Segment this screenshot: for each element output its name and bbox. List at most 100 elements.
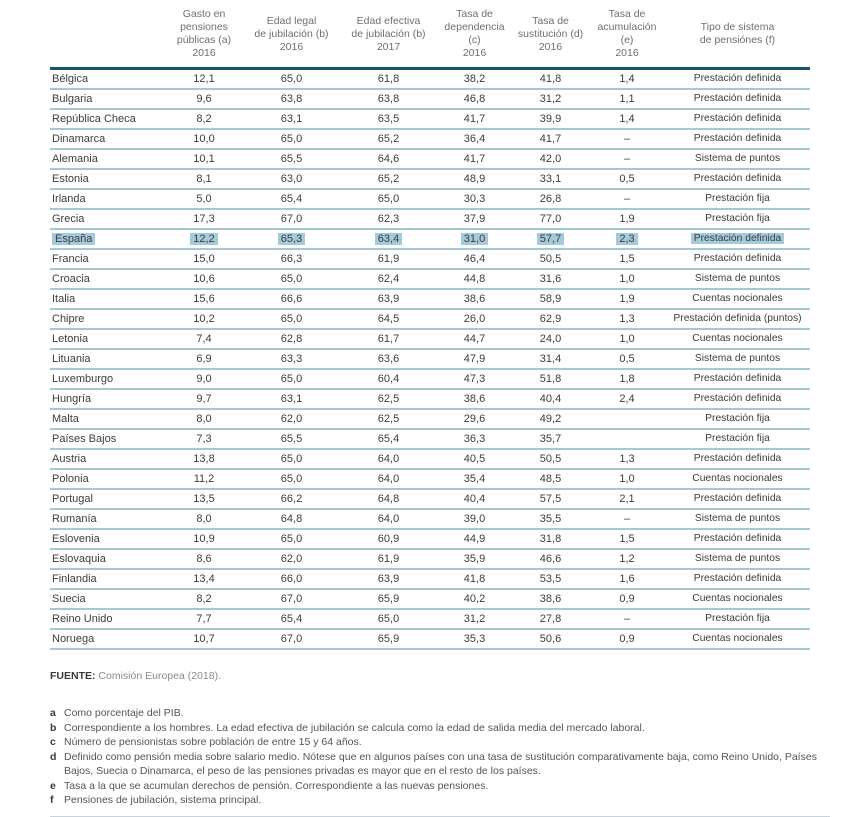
cell-value: 64,6 <box>377 153 400 165</box>
cell-edad-efectiva: 61,8 <box>340 68 437 90</box>
footnote-e: e Tasa a la que se acumulan derechos de p… <box>50 779 830 794</box>
cell-value: Sistema de puntos <box>694 153 781 164</box>
cell-dependencia: 36,4 <box>437 129 512 150</box>
cell-gasto: 8,1 <box>165 169 243 190</box>
footnote-a: a Como porcentaje del PIB. <box>50 706 830 721</box>
cell-edad-legal: 65,0 <box>243 529 340 550</box>
cell-tipo: Prestación definida <box>665 249 810 270</box>
cell-value: 35,5 <box>539 513 562 525</box>
cell-pais: Irlanda <box>50 189 165 210</box>
cell-value: 64,0 <box>377 513 400 525</box>
cell-value: 7,4 <box>196 333 212 345</box>
footnote-marker: a <box>50 707 56 719</box>
cell-value: 35,3 <box>463 633 486 645</box>
footnote-text: Como porcentaje del PIB. <box>64 707 184 719</box>
cell-value: Sistema de puntos <box>694 353 781 364</box>
cell-value: 62,5 <box>377 413 400 425</box>
cell-tipo: Prestación definida <box>665 68 810 90</box>
cell-edad-efectiva: 64,5 <box>340 309 437 330</box>
cell-value: 39,9 <box>539 113 562 125</box>
table-row: Malta 8,0 62,0 62,5 29,6 49,2 Prestación fija <box>50 409 810 430</box>
cell-value: Prestación definida <box>693 453 782 464</box>
cell-gasto: 11,2 <box>165 469 243 490</box>
cell-value: – <box>623 513 631 525</box>
cell-tipo: Prestación fija <box>665 609 810 630</box>
cell-edad-efectiva: 62,5 <box>340 409 437 430</box>
cell-gasto: 8,6 <box>165 549 243 570</box>
cell-value: 65,9 <box>377 593 400 605</box>
table-row: Polonia 11,2 65,0 64,0 35,4 48,5 1,0 Cuentas no… <box>50 469 810 490</box>
cell-sustitucion: 41,7 <box>512 129 589 150</box>
cell-edad-efectiva: 65,9 <box>340 589 437 610</box>
cell-edad-legal: 63,8 <box>243 89 340 110</box>
cell-value: 8,6 <box>196 553 212 565</box>
footnote-text: Correspondiente a los hombres. La edad e… <box>64 721 645 734</box>
cell-dependencia: 26,0 <box>437 309 512 330</box>
cell-value: 65,0 <box>280 373 303 385</box>
cell-value: 1,5 <box>619 253 635 265</box>
cell-value: 40,4 <box>539 393 562 405</box>
cell-value: 64,0 <box>377 453 400 465</box>
cell-value: 65,0 <box>377 193 400 205</box>
cell-value: 31,6 <box>539 273 562 285</box>
cell-value: 63,9 <box>377 573 400 585</box>
cell-value: 61,7 <box>377 333 400 345</box>
cell-acumulacion: 0,5 <box>589 169 665 190</box>
cell-value: Noruega <box>52 633 95 645</box>
footnote-c: c Número de pensionistas sobre población … <box>50 735 830 750</box>
cell-value: Prestación fija <box>705 193 770 204</box>
cell-value: Portugal <box>52 493 93 505</box>
cell-sustitucion: 41,8 <box>512 68 589 90</box>
cell-gasto: 13,4 <box>165 569 243 590</box>
cell-value: 63,0 <box>280 173 303 185</box>
cell-edad-legal: 67,0 <box>243 589 340 610</box>
cell-value: Prestación fija <box>705 213 770 224</box>
cell-value: 63,1 <box>280 113 303 125</box>
cell-value: 62,3 <box>377 213 400 225</box>
cell-tipo: Sistema de puntos <box>665 269 810 290</box>
cell-dependencia: 46,8 <box>437 89 512 110</box>
cell-value: Prestación definida <box>693 173 782 184</box>
column-header-edad-efectiva: Edad efectiva de jubilación (b) 2017 <box>340 6 437 70</box>
cell-gasto: 8,2 <box>165 589 243 610</box>
cell-gasto: 7,4 <box>165 329 243 350</box>
cell-tipo: Prestación definida <box>665 129 810 150</box>
cell-value: 47,9 <box>463 353 486 365</box>
cell-value: 60,4 <box>377 373 400 385</box>
cell-value: 62,0 <box>280 553 303 565</box>
cell-value: 63,8 <box>377 93 400 105</box>
table-row: Noruega 10,7 67,0 65,9 35,3 50,6 0,9 Cuentas no… <box>50 629 810 650</box>
cell-value: Finlandia <box>52 573 97 585</box>
cell-pais: Lituania <box>50 349 165 370</box>
cell-value: Prestación definida <box>693 393 782 404</box>
cell-gasto: 7,3 <box>165 429 243 450</box>
cell-value: República Checa <box>52 113 136 125</box>
cell-gasto: 10,9 <box>165 529 243 550</box>
cell-value: Bulgaria <box>52 93 93 105</box>
table-row: Hungría 9,7 63,1 62,5 38,6 40,4 2,4 Prestación … <box>50 389 810 410</box>
cell-dependencia: 44,8 <box>437 269 512 290</box>
cell-sustitucion: 49,2 <box>512 409 589 430</box>
cell-edad-efectiva: 62,4 <box>340 269 437 290</box>
cell-value: Suecia <box>52 593 86 605</box>
cell-acumulacion: – <box>589 189 665 210</box>
cell-sustitucion: 77,0 <box>512 209 589 230</box>
cell-tipo: Prestación fija <box>665 429 810 450</box>
cell-value: 29,6 <box>463 413 486 425</box>
table-row: República Checa 8,2 63,1 63,5 41,7 39,9 1,4 Pre… <box>50 109 810 130</box>
cell-value: 8,2 <box>196 593 212 605</box>
cell-edad-efectiva: 61,9 <box>340 549 437 570</box>
cell-acumulacion: 1,6 <box>589 569 665 590</box>
cell-sustitucion: 27,8 <box>512 609 589 630</box>
cell-value: 46,8 <box>463 93 486 105</box>
cell-value: Países Bajos <box>52 433 117 445</box>
cell-value: 38,6 <box>463 393 486 405</box>
cell-acumulacion: 1,2 <box>589 549 665 570</box>
column-header-sustitucion: Tasa de sustitución (d) 2016 <box>512 6 589 70</box>
cell-acumulacion: 1,3 <box>589 309 665 330</box>
cell-value: 63,1 <box>280 393 303 405</box>
cell-value: 35,7 <box>539 433 562 445</box>
cell-value: 41,7 <box>463 113 486 125</box>
cell-edad-legal: 64,8 <box>243 509 340 530</box>
cell-value: Prestación definida <box>690 233 785 244</box>
